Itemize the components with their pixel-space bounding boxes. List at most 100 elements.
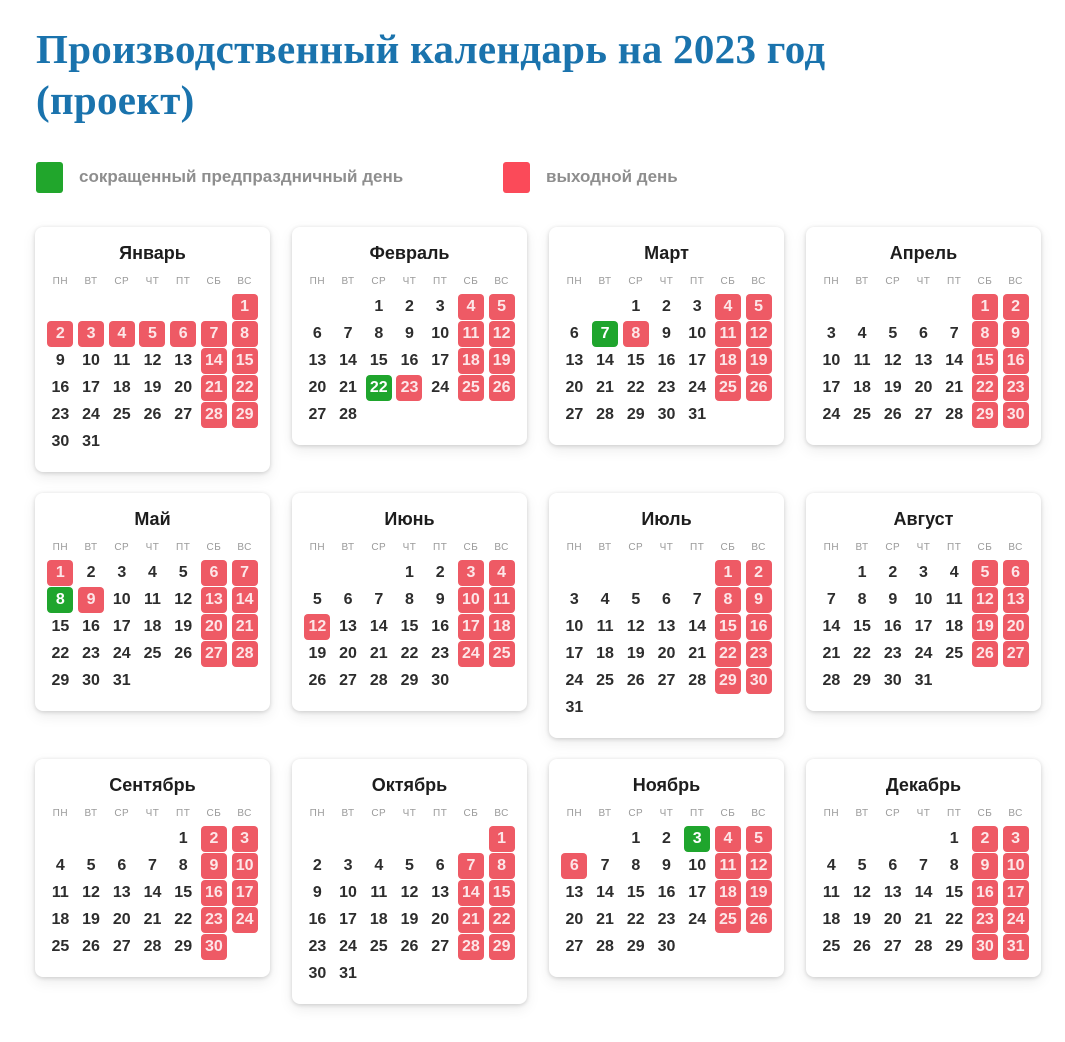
- day-cell: 11: [486, 587, 517, 614]
- day-cell: 8: [620, 853, 651, 880]
- holiday-day: 4: [457, 294, 484, 321]
- day-cell: 26: [394, 934, 425, 961]
- day-number: 28: [235, 645, 254, 663]
- day-number: 10: [235, 857, 254, 875]
- day-number: 16: [308, 911, 327, 929]
- day-number: 13: [308, 352, 327, 370]
- day-cell: 6: [425, 853, 456, 880]
- day-number: 21: [462, 911, 480, 929]
- day-number: 29: [945, 938, 964, 956]
- weekday-label: ВС: [237, 275, 252, 287]
- day-number: 18: [143, 618, 162, 636]
- day-number: 5: [86, 857, 96, 875]
- page-title-main: Производственный календарь на 2023 год: [36, 26, 826, 72]
- day-number: 12: [492, 325, 511, 343]
- weekday-label: ВС: [237, 807, 252, 819]
- day-cell: 1: [620, 294, 651, 321]
- day-number: 3: [240, 830, 250, 848]
- day-number: 28: [462, 938, 480, 956]
- day-number: 1: [178, 830, 188, 848]
- weekday-label: ПТ: [433, 541, 448, 553]
- weekday-label: ПТ: [176, 541, 191, 553]
- day-cell: 3: [456, 560, 487, 587]
- holiday-day: 6: [561, 853, 588, 880]
- month-title: Август: [893, 508, 954, 529]
- day-number: 16: [400, 352, 419, 370]
- day-cell: 26: [743, 375, 774, 402]
- day-cell: 20: [877, 907, 908, 934]
- day-cell: 14: [199, 348, 230, 375]
- holiday-day: 4: [714, 294, 741, 321]
- day-cell: 13: [106, 880, 137, 907]
- day-cell: 30: [425, 668, 456, 695]
- day-number: 27: [308, 406, 327, 424]
- day-cell: 23: [76, 641, 107, 668]
- day-cell: 2: [394, 294, 425, 321]
- day-number: 1: [857, 564, 867, 582]
- holiday-day: 25: [457, 375, 484, 402]
- day-cell: 29: [620, 402, 651, 429]
- day-cell: 7: [199, 321, 230, 348]
- weekday-label: ПН: [566, 541, 583, 553]
- day-cell: 19: [302, 641, 333, 668]
- holiday-day: 19: [745, 348, 772, 375]
- weekday-label: ПН: [566, 275, 583, 287]
- day-number: 27: [565, 406, 584, 424]
- day-cell: 24: [682, 907, 713, 934]
- day-cell: 10: [559, 614, 590, 641]
- day-number: 28: [205, 406, 223, 424]
- day-number: 10: [462, 591, 480, 609]
- day-cell: 9: [199, 853, 230, 880]
- day-cell: 5: [302, 587, 333, 614]
- weekday-label: ВТ: [855, 541, 869, 553]
- weekday-label: СБ: [463, 275, 479, 287]
- day-number: 22: [51, 645, 70, 663]
- holiday-day: 31: [1002, 934, 1029, 961]
- weekday-label: ПТ: [176, 807, 191, 819]
- holiday-day: 25: [488, 641, 515, 668]
- day-cell: 20: [333, 641, 364, 668]
- day-number: 24: [431, 379, 450, 397]
- day-cell: 8: [45, 587, 76, 614]
- weekday-header: ПН ВТ СР ЧТ ПТ СБ ВС: [816, 808, 1031, 819]
- day-cell: 19: [394, 907, 425, 934]
- day-number: 6: [435, 857, 445, 875]
- day-cell: 19: [847, 907, 878, 934]
- day-cell: 7: [590, 321, 621, 348]
- day-cell: 5: [137, 321, 168, 348]
- holiday-day: 2: [745, 560, 772, 587]
- weekday-label: СБ: [720, 807, 736, 819]
- day-number: 10: [914, 591, 933, 609]
- day-cell: 15: [970, 348, 1001, 375]
- day-cell: 18: [106, 375, 137, 402]
- day-number: 6: [662, 591, 671, 609]
- day-number: 16: [749, 618, 768, 636]
- day-cell: 30: [76, 668, 107, 695]
- day-cell: 29: [939, 934, 970, 961]
- day-cell: 4: [590, 587, 621, 614]
- day-number: 18: [596, 645, 614, 663]
- day-cell: 27: [168, 402, 199, 429]
- day-cell: 31: [908, 668, 939, 695]
- day-number: 11: [596, 618, 614, 636]
- empty-cell: [847, 294, 878, 321]
- day-number: 22: [626, 911, 645, 929]
- day-number: 7: [949, 325, 959, 343]
- day-number: 27: [914, 406, 933, 424]
- day-number: 29: [853, 672, 871, 690]
- day-cell: 5: [168, 560, 199, 587]
- empty-cell: [45, 294, 76, 321]
- day-cell: 28: [590, 934, 621, 961]
- month-title: Ноябрь: [632, 774, 701, 795]
- day-number: 25: [51, 938, 70, 956]
- month-card: Октябрь ПН ВТ СР ЧТ ПТ СБ ВС 1 2 3 4 5 6 7 8 9 10 11 12 13 14…: [292, 758, 527, 1004]
- day-number: 27: [205, 645, 223, 663]
- day-number: 16: [51, 379, 70, 397]
- day-cell: 22: [45, 641, 76, 668]
- month-title: Март: [644, 242, 689, 263]
- day-cell: 11: [847, 348, 878, 375]
- weekday-label: ПН: [309, 275, 326, 287]
- weekday-label: ВТ: [598, 275, 612, 287]
- day-number: 16: [657, 352, 676, 370]
- day-cell: 27: [199, 641, 230, 668]
